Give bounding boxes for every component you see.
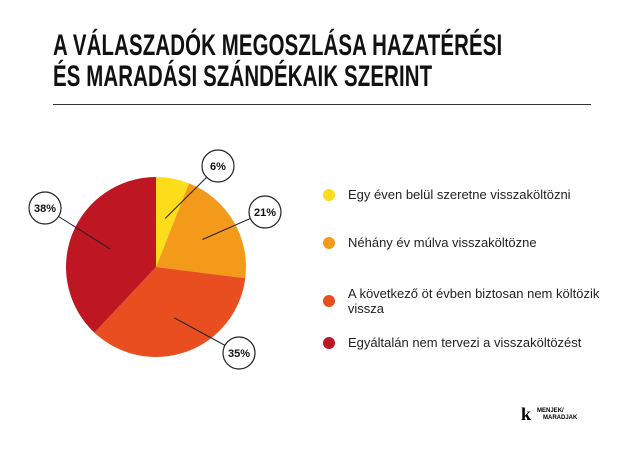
legend-swatch bbox=[323, 188, 335, 201]
legend-item: Egy éven belül szeretne visszaköltözni bbox=[323, 187, 571, 202]
title-line-1: A VÁLASZADÓK MEGOSZLÁSA HAZATÉRÉSI bbox=[53, 29, 503, 62]
data-label-bubble bbox=[248, 195, 282, 229]
legend-swatch bbox=[323, 336, 335, 349]
legend-label: Egy éven belül szeretne visszaköltözni bbox=[348, 187, 571, 202]
legend-swatch bbox=[323, 295, 335, 307]
legend-swatch bbox=[323, 236, 335, 249]
data-label: 35% bbox=[228, 348, 250, 360]
data-label: 38% bbox=[34, 203, 56, 215]
legend-item: Egyáltalán nem tervezi a visszaköltözést bbox=[323, 335, 581, 350]
pie-slice bbox=[66, 177, 156, 333]
legend-item: A következő öt évben biztosan nem költöz… bbox=[323, 286, 636, 316]
legend-label: A következő öt évben biztosan nem költöz… bbox=[347, 286, 600, 316]
logo-line-2: MARADJAK bbox=[543, 414, 578, 421]
pie-slice bbox=[156, 177, 190, 267]
logo-mark: k bbox=[521, 404, 532, 424]
logo: k MENJEK/MARADJAK bbox=[521, 404, 577, 425]
legend-label: Egyáltalán nem tervezi a visszaköltözést bbox=[348, 335, 582, 350]
chart-title: A VÁLASZADÓK MEGOSZLÁSA HAZATÉRÉSI ÉS MA… bbox=[53, 30, 502, 92]
title-divider bbox=[53, 104, 591, 105]
legend-label: Néhány év múlva visszaköltözne bbox=[348, 235, 537, 250]
data-label: 6% bbox=[210, 161, 226, 173]
data-label-bubble bbox=[201, 149, 235, 183]
title-line-2: ÉS MARADÁSI SZÁNDÉKAIK SZERINT bbox=[53, 60, 433, 93]
legend-item: Néhány év múlva visszaköltözne bbox=[323, 235, 537, 250]
data-label: 21% bbox=[254, 207, 276, 219]
pie-slice bbox=[156, 183, 247, 279]
data-label-bubble bbox=[28, 191, 62, 225]
pie-slice bbox=[94, 267, 246, 357]
data-label-bubble bbox=[222, 336, 256, 370]
logo-line-1: MENJEK/ bbox=[537, 407, 564, 414]
